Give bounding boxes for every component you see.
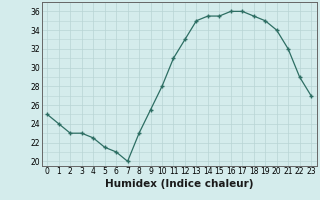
X-axis label: Humidex (Indice chaleur): Humidex (Indice chaleur) [105,179,253,189]
